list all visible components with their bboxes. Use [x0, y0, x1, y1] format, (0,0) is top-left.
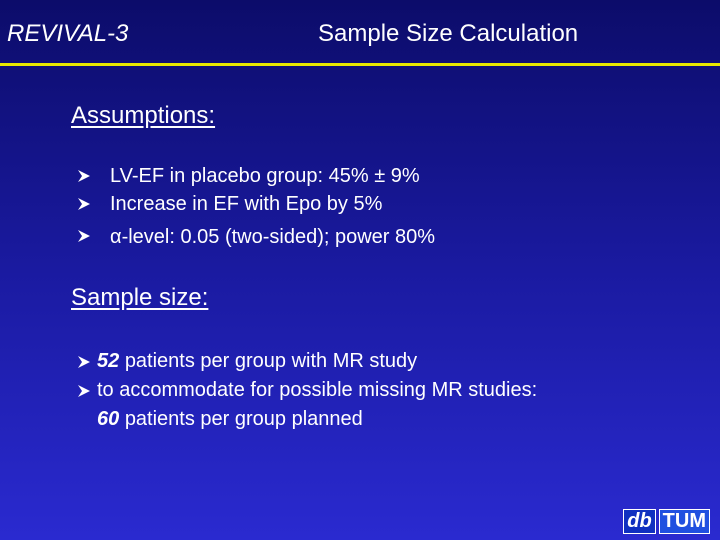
bullet-arrow: [78, 356, 90, 368]
slide-title: Sample Size Calculation: [318, 20, 579, 47]
section-heading: Sample size:: [71, 284, 209, 311]
emphasis: 52: [97, 350, 120, 372]
bullet: 60 patients per group planned: [97, 408, 363, 431]
header-tag: REVIVAL-3: [7, 20, 129, 47]
bullet: LV-EF in placebo group: 45% ± 9%: [110, 165, 420, 187]
section-heading: Assumptions:: [71, 102, 216, 129]
logo-db: db: [623, 509, 656, 534]
bullet-arrow: [78, 385, 90, 397]
bullet-arrow: [78, 170, 90, 182]
bullet: α-level: 0.05 (two-sided); power 80%: [110, 226, 436, 248]
bullet: Increase in EF with Epo by 5%: [110, 193, 383, 215]
emphasis: 60: [97, 408, 120, 430]
bullet-text: to accommodate for possible missing MR s…: [97, 379, 538, 401]
logo: db TUM: [623, 509, 710, 534]
header-rule: [0, 63, 720, 66]
logo-tum: TUM: [658, 509, 710, 534]
bullet: 52 patients per group with MR study: [97, 350, 417, 373]
bullet-text: patients per group with MR study: [124, 350, 418, 372]
bullet-arrow: [78, 230, 90, 242]
bullet-text: patients per group planned: [124, 408, 363, 430]
bullet-arrow: [78, 198, 90, 210]
